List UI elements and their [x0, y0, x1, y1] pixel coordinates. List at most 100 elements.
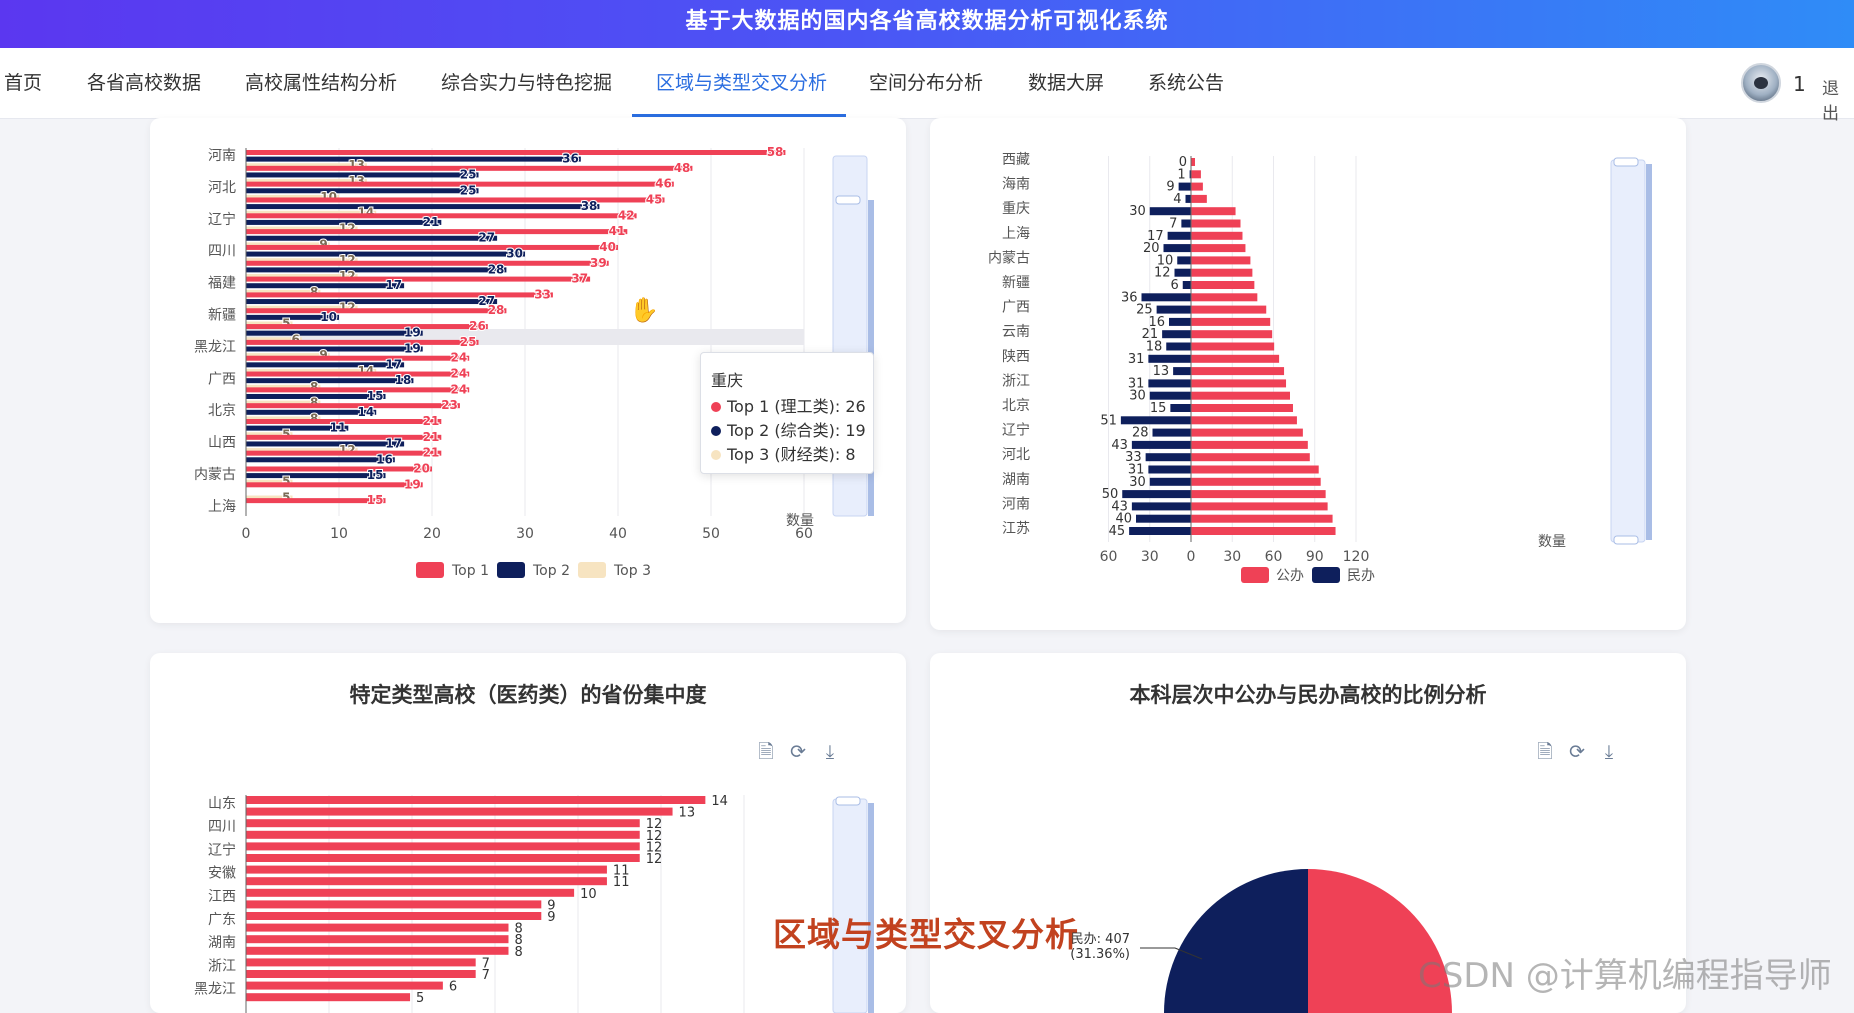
bar-public [1191, 244, 1246, 253]
nav-item-strength-mining[interactable]: 综合实力与特色挖掘 [441, 72, 613, 94]
bar-top3 [246, 194, 339, 200]
download-icon[interactable]: ⤓ [825, 741, 835, 763]
overlay-caption: 区域与类型交叉分析 [773, 915, 1079, 954]
bar-value-label: 30 [506, 247, 523, 261]
bar-value-label: 21 [423, 414, 440, 428]
bar-top3 [246, 289, 321, 295]
nav-item-province-data[interactable]: 各省高校数据 [87, 72, 202, 94]
bar-value-label: 19 [404, 326, 421, 340]
bar-private [1149, 477, 1191, 486]
bar-private [1131, 440, 1191, 449]
bar-value-label: 36 [562, 152, 579, 166]
bar-value-label: 21 [1142, 327, 1159, 342]
bar-value-label: 20 [413, 461, 430, 475]
nav-item-attribute-structure[interactable]: 高校属性结构分析 [245, 72, 398, 94]
bar-top1 [246, 498, 386, 504]
bar-public [1191, 231, 1243, 240]
x-tick-label: 90 [1306, 549, 1324, 565]
bar-value-label: 8 [310, 380, 318, 394]
bar-public [1191, 293, 1258, 302]
bar-public [1191, 477, 1321, 486]
bar-value-label: 12 [646, 829, 663, 844]
y-category-label: 辽宁 [208, 211, 236, 228]
y-category-label: 北京 [1002, 398, 1030, 414]
y-category-label: 湖南 [1002, 472, 1030, 488]
y-category-label: 重庆 [1002, 201, 1030, 217]
y-category-label: 浙江 [208, 958, 236, 974]
bar-value-label: 30 [1129, 389, 1146, 404]
bar-top1 [246, 324, 488, 330]
bar-top3 [246, 353, 330, 359]
bar-private [1170, 404, 1191, 412]
bar-top3 [246, 448, 358, 454]
bar-value-label: 11 [330, 421, 347, 435]
card3-title: 特定类型高校（医药类）的省份集中度 [349, 683, 707, 707]
zoom-slider-fill [868, 803, 874, 1013]
bar-public [1191, 170, 1201, 179]
bar-private [1169, 317, 1191, 326]
bar-public [1191, 428, 1303, 437]
bar-value-label: 21 [423, 430, 440, 444]
card-medical-concentration: 特定类型高校（医药类）的省份集中度 🗎 ⟳ ⤓ 14 13 12 12 12 12 11 11… [150, 653, 906, 1013]
bar-value-label: 1 [1177, 167, 1185, 182]
bar-private [1122, 490, 1191, 499]
bar-value-label: 33 [1125, 450, 1142, 465]
nav-item-announcements[interactable]: 系统公告 [1148, 72, 1225, 94]
tooltip-title: 重庆 [711, 371, 744, 390]
refresh-icon[interactable]: ⟳ [790, 741, 806, 763]
y-category-label: 山东 [208, 796, 236, 812]
bar-top2 [246, 188, 479, 194]
bar-top1 [246, 150, 786, 155]
bar-public [1191, 502, 1328, 511]
x-axis-label: 数量 [786, 513, 814, 529]
legend-label: 民办 [1347, 568, 1375, 584]
pie-label: (31.36%) [1070, 947, 1130, 962]
bar-public [1191, 404, 1293, 412]
bar-top2 [246, 251, 525, 257]
zoom-slider-handle [835, 796, 861, 806]
nav-item-spatial-distribution[interactable]: 空间分布分析 [869, 72, 984, 94]
bar-top2 [246, 473, 386, 479]
app-title-bar: 基于大数据的国内各省高校数据分析可视化系统 [0, 0, 1854, 48]
y-category-label: 福建 [208, 276, 236, 292]
bar-value-label: 27 [478, 231, 495, 245]
bar-top2 [246, 283, 405, 289]
y-category-label: 新疆 [1002, 275, 1030, 291]
bar-top2 [246, 378, 414, 384]
bar-value-label: 6 [449, 980, 457, 995]
bar-private [1145, 453, 1191, 462]
chart-medical: 141312121212111110998887765山东四川辽宁安徽江西广东湖… [194, 794, 874, 1013]
bar-value-label: 18 [395, 373, 412, 387]
nav-item-dashboard[interactable]: 数据大屏 [1028, 72, 1105, 94]
bar-value-label: 50 [1102, 487, 1119, 502]
bar-value-label: 9 [319, 237, 327, 251]
bar-value-label: 12 [646, 817, 663, 832]
bar-private [1149, 391, 1191, 400]
data-view-icon[interactable]: 🗎 [1537, 741, 1553, 763]
bar-value-label: 5 [282, 427, 290, 441]
bar-private [1181, 219, 1191, 228]
y-category-label: 上海 [1002, 226, 1030, 242]
bar-private [1156, 305, 1191, 314]
nav-item-home[interactable]: 首页 [4, 72, 43, 94]
bar-medical [246, 888, 575, 897]
refresh-icon[interactable]: ⟳ [1569, 741, 1585, 763]
bar-medical [246, 819, 640, 828]
data-view-icon[interactable]: 🗎 [758, 741, 774, 763]
tooltip-row: Top 3 (财经类): 8 [711, 441, 856, 465]
bar-value-label: 24 [450, 351, 467, 365]
bar-public [1191, 379, 1287, 388]
logout-link[interactable]: 退出 [1822, 79, 1839, 124]
download-icon[interactable]: ⤓ [1604, 741, 1614, 763]
bar-value-label: 48 [674, 161, 691, 175]
x-tick-label: 40 [609, 526, 627, 542]
series-dot-icon [711, 449, 721, 460]
user-avatar[interactable] [1741, 63, 1781, 103]
bar-top2 [246, 362, 405, 368]
bar-public [1191, 440, 1308, 449]
bar-public [1191, 219, 1241, 228]
bar-private [1178, 182, 1191, 191]
bar-value-label: 17 [385, 436, 402, 450]
bar-public [1191, 416, 1297, 425]
nav-item-region-type-analysis[interactable]: 区域与类型交叉分析 [656, 72, 828, 94]
